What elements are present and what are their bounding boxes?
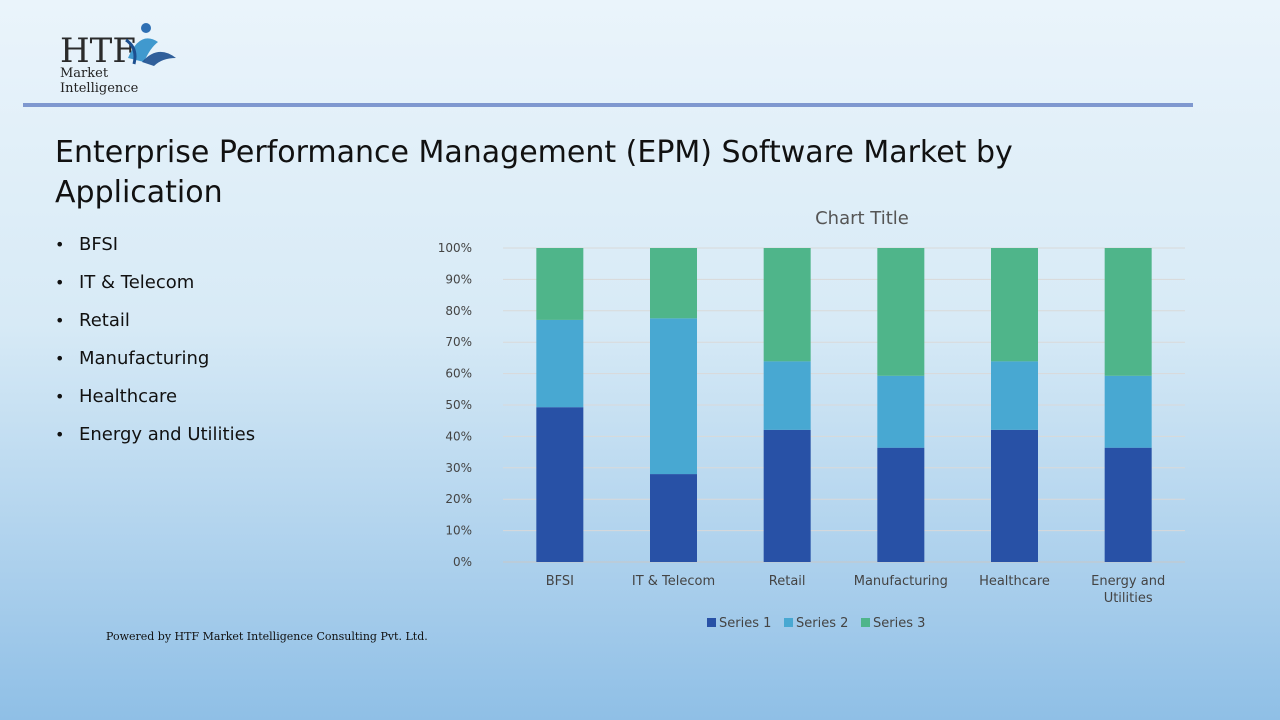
htf-logo-icon: HTF (60, 23, 176, 70)
x-tick-label: Energy and (1091, 574, 1165, 589)
x-tick-label: Healthcare (979, 574, 1050, 589)
bar-segment (1104, 248, 1152, 376)
x-tick-label: Utilities (1104, 591, 1153, 606)
x-tick-label: Manufacturing (854, 574, 948, 589)
bar-segment (1104, 447, 1152, 562)
bar-segment (763, 248, 811, 362)
y-tick-label: 100% (438, 241, 472, 255)
y-tick-label: 70% (445, 335, 472, 349)
application-item: Retail (55, 302, 255, 340)
legend-swatch (707, 618, 716, 627)
bar-segment (650, 248, 697, 319)
header-divider (23, 103, 1193, 107)
application-item: Healthcare (55, 378, 255, 416)
chart-title: Chart Title (815, 208, 909, 229)
x-tick-label: BFSI (546, 574, 574, 589)
y-tick-label: 20% (445, 492, 472, 506)
bar-segment (991, 361, 1038, 430)
legend-swatch (784, 618, 793, 627)
application-list: BFSI IT & Telecom Retail Manufacturing H… (55, 226, 255, 454)
y-tick-label: 50% (445, 398, 472, 412)
legend-swatch (861, 618, 870, 627)
bar-segment (536, 319, 584, 408)
slide-title: Enterprise Performance Management (EPM) … (55, 135, 1013, 210)
application-item: Manufacturing (55, 340, 255, 378)
y-tick-label: 0% (453, 555, 472, 569)
bar-segment (991, 248, 1038, 362)
bar-segment (650, 474, 697, 562)
legend-label: Series 1 (719, 616, 771, 631)
legend-label: Series 3 (873, 616, 925, 631)
x-tick-label: IT & Telecom (632, 574, 715, 589)
bar-segment (1104, 375, 1152, 448)
bar-segment (763, 361, 811, 430)
logo-mark-text: HTF (60, 31, 136, 70)
logo-tagline: Market Intelligence (60, 66, 139, 96)
bar-segment (991, 429, 1038, 562)
bar-segment (536, 407, 584, 562)
chart-canvas: Chart Title 0% 10% 20% 30% 40% 50% 60% 70% 80% 90%… (438, 208, 1185, 631)
y-tick-label: 10% (445, 524, 472, 538)
x-tick-label: Retail (769, 574, 806, 589)
application-item: Energy and Utilities (55, 416, 255, 454)
y-tick-label: 90% (445, 272, 472, 286)
bar-segment (763, 429, 811, 562)
company-logo: HTF Market Intelligence (58, 18, 188, 96)
footer-credit: Powered by HTF Market Intelligence Consu… (106, 630, 428, 643)
bar-segment (650, 318, 697, 475)
y-tick-label: 80% (445, 304, 472, 318)
stacked-bar-chart: Chart Title 0% 10% 20% 30% 40% 50% 60% 70% 80% 90%… (420, 198, 1210, 648)
legend-label: Series 2 (796, 616, 848, 631)
y-tick-label: 60% (445, 367, 472, 381)
bar-segment (536, 248, 584, 320)
y-tick-label: 30% (445, 461, 472, 475)
y-tick-label: 40% (445, 429, 472, 443)
application-item: BFSI (55, 226, 255, 264)
application-item: IT & Telecom (55, 264, 255, 302)
bar-segment (877, 248, 925, 376)
bar-segment (877, 375, 925, 448)
bar-segment (877, 447, 925, 562)
